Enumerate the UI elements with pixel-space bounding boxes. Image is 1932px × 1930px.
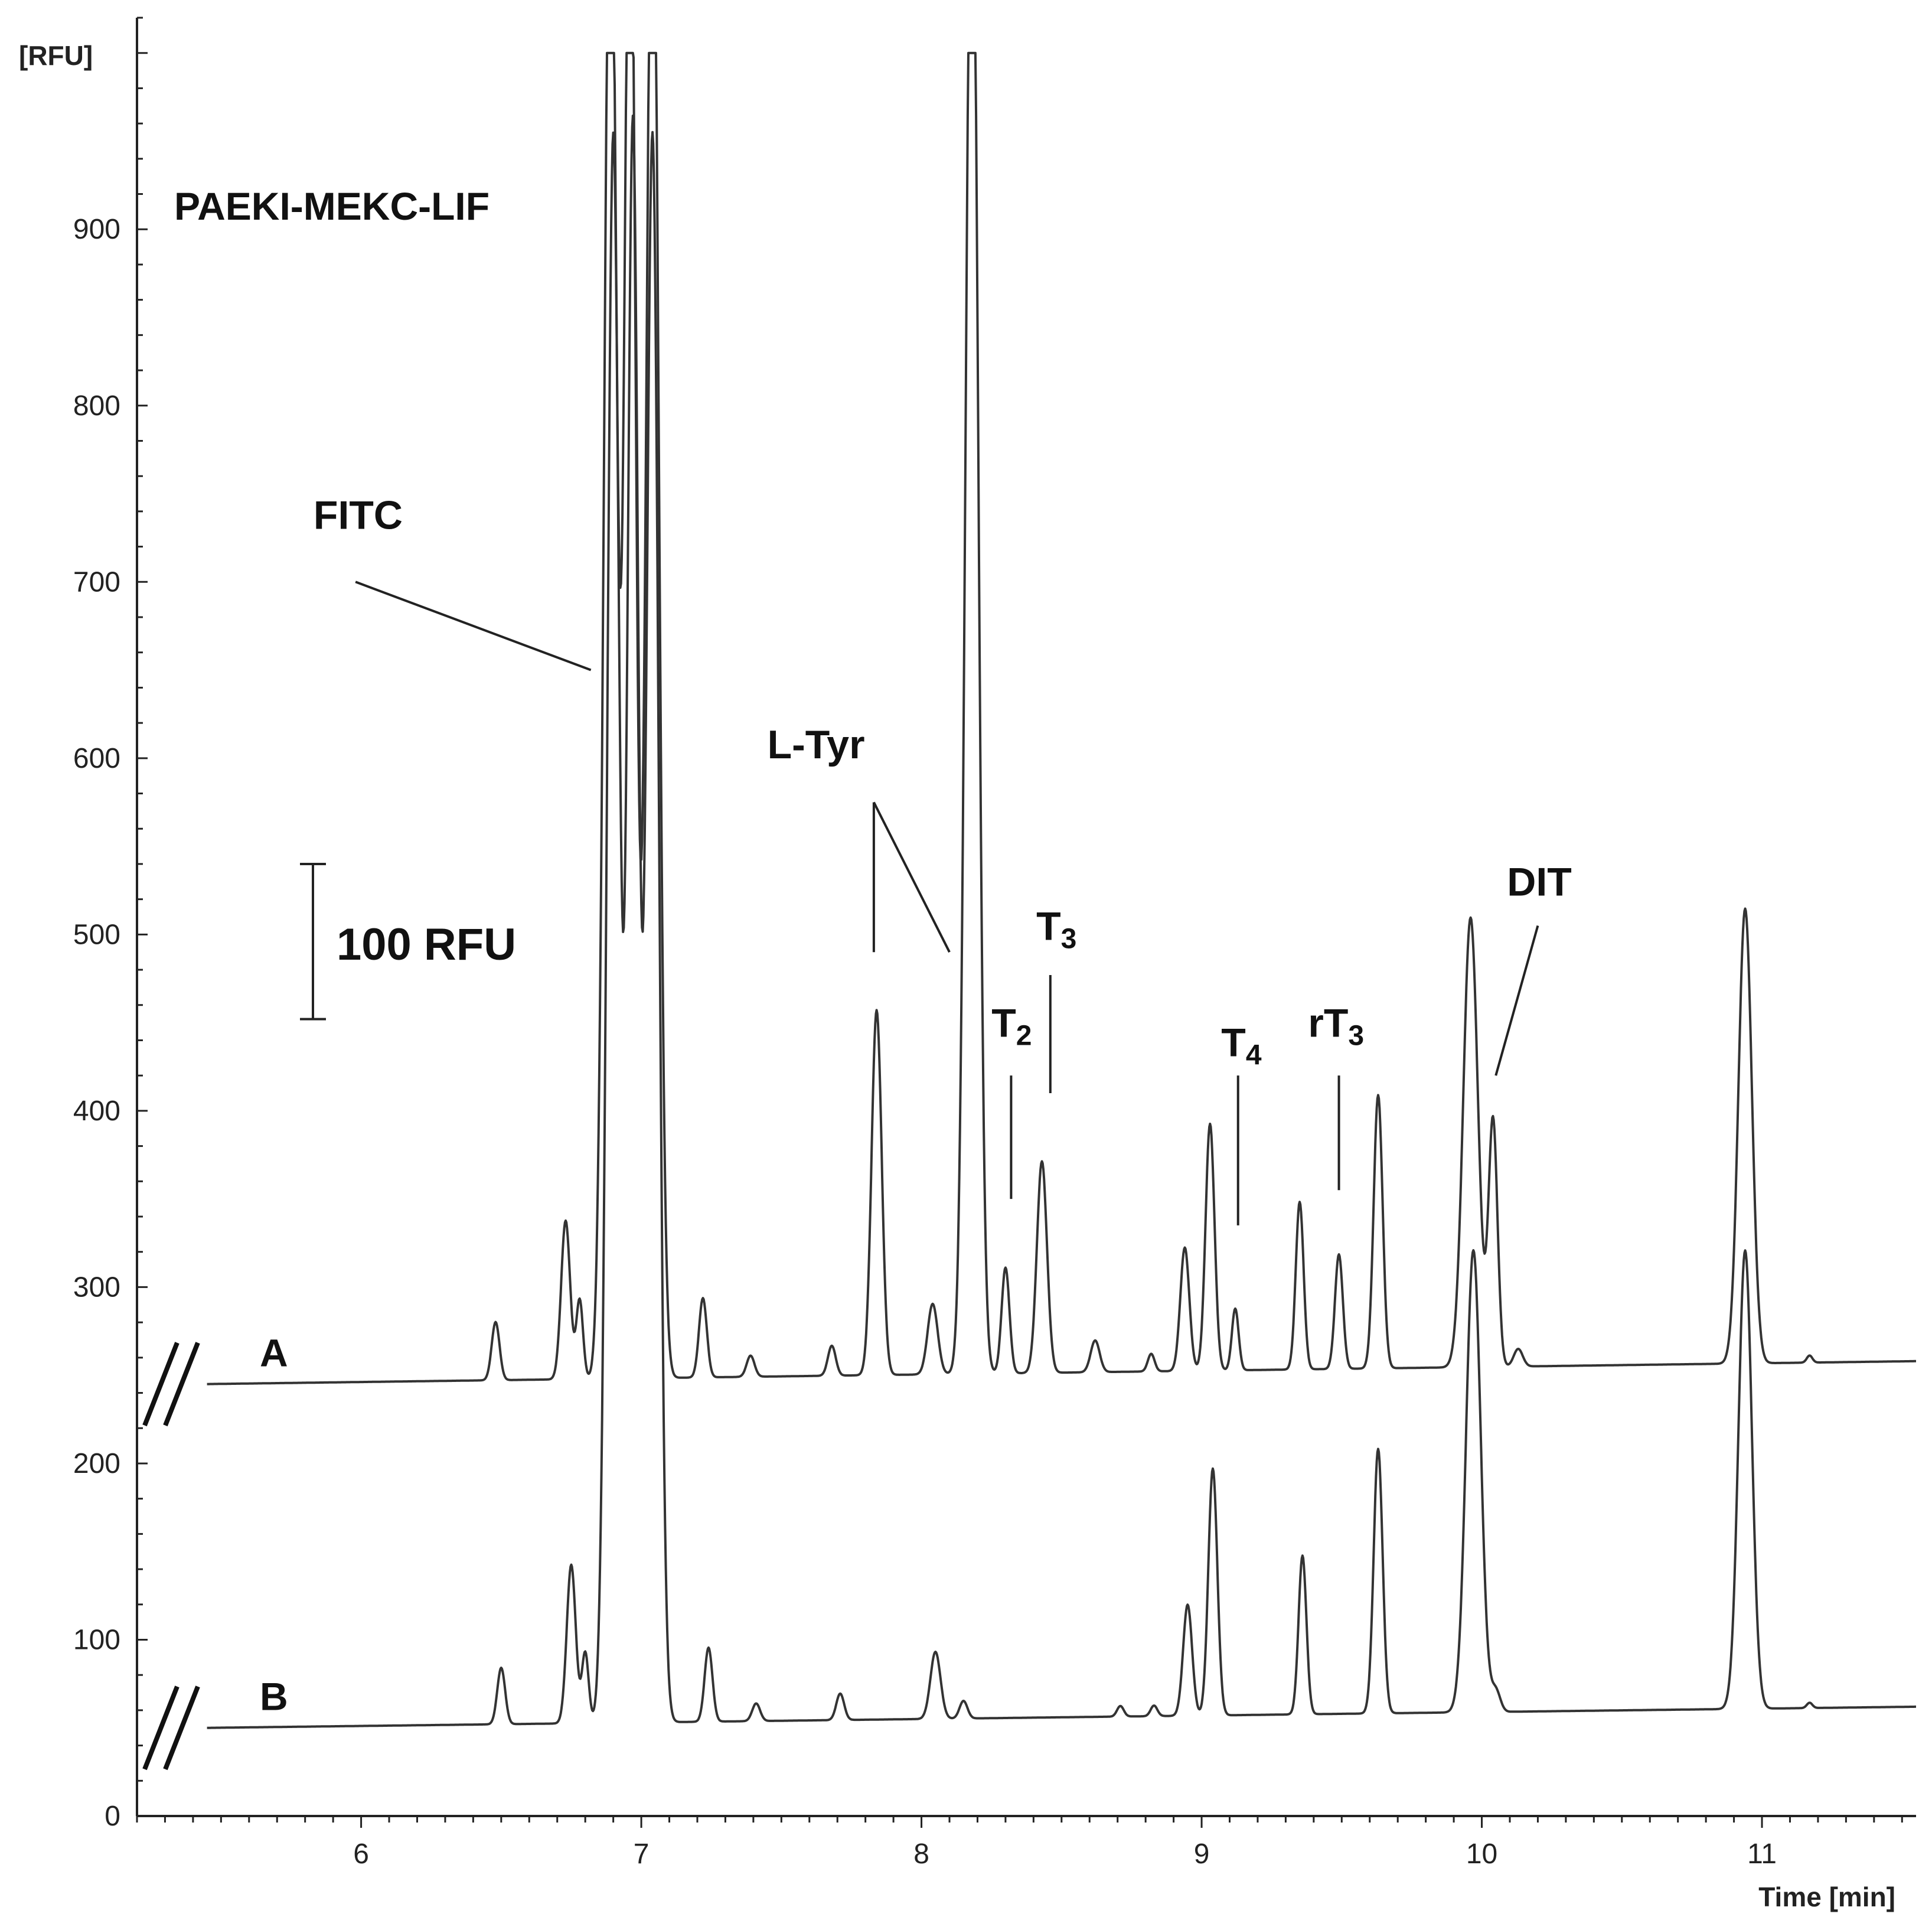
x-tick-label: 8 (913, 1838, 929, 1870)
peak-label: T3 (1036, 904, 1076, 954)
peak-label-text: FITC (314, 493, 403, 538)
x-tick-label: 10 (1466, 1838, 1497, 1870)
peak-label-subscript: 3 (1348, 1021, 1364, 1052)
scale-bar-label: 100 RFU (337, 920, 516, 970)
y-tick-label: 200 (73, 1448, 120, 1479)
x-tick-label: 7 (634, 1838, 650, 1870)
peak-label-text: T (991, 1001, 1016, 1046)
chart-title: PAEKI-MEKC-LIF (174, 184, 489, 228)
peak-label-subscript: 4 (1246, 1039, 1262, 1071)
annotation-leader-line (1494, 925, 1539, 1076)
peak-label: FITC (314, 493, 403, 538)
peak-label: rT3 (1308, 1001, 1364, 1052)
peak-label-subscript: 2 (1016, 1021, 1032, 1052)
axes: 0 100 200 300 400 500 600 700 800 900 6 7 8 9 10 11 (73, 17, 1916, 1870)
peak-label-text: DIT (1507, 860, 1572, 905)
x-tick-label: 6 (353, 1838, 369, 1870)
trace-label-A: A (260, 1331, 288, 1375)
peak-label-text: T (1036, 904, 1061, 948)
annotation-leader-line (873, 801, 951, 953)
peak-label: DIT (1507, 860, 1572, 905)
y-tick-label: 900 (73, 214, 120, 245)
trace-B (206, 115, 1917, 1729)
axis-break-mark (142, 1342, 180, 1427)
y-tick-label: 700 (73, 566, 120, 598)
peak-label: L-Tyr (768, 722, 865, 767)
traces: AB (142, 51, 1917, 1771)
peak-label-subscript: 3 (1061, 923, 1077, 954)
y-tick-label: 800 (73, 390, 120, 422)
trace-label-B: B (260, 1675, 288, 1719)
y-axis-unit-label: [RFU] (19, 40, 93, 71)
y-tick-label: 400 (73, 1096, 120, 1127)
peak-label: T4 (1221, 1020, 1262, 1071)
peak-label-text: T (1221, 1020, 1246, 1065)
axis-break-mark (163, 1342, 200, 1427)
y-tick-label: 0 (105, 1801, 120, 1832)
peak-label: T2 (991, 1001, 1032, 1052)
axis-break-mark (142, 1686, 180, 1771)
y-tick-label: 300 (73, 1272, 120, 1303)
y-tick-label: 600 (73, 743, 120, 774)
x-tick-label: 11 (1747, 1838, 1777, 1870)
y-tick-label: 100 (73, 1624, 120, 1655)
annotation-leader-line (355, 581, 592, 671)
peak-label-text: L-Tyr (768, 722, 865, 767)
x-tick-label: 9 (1194, 1838, 1210, 1870)
axis-break-mark (163, 1686, 200, 1771)
peak-label-text: rT (1308, 1001, 1348, 1046)
x-axis-title: Time [min] (1758, 1882, 1895, 1912)
trace-A (206, 51, 1917, 1385)
y-tick-label: 500 (73, 919, 120, 950)
